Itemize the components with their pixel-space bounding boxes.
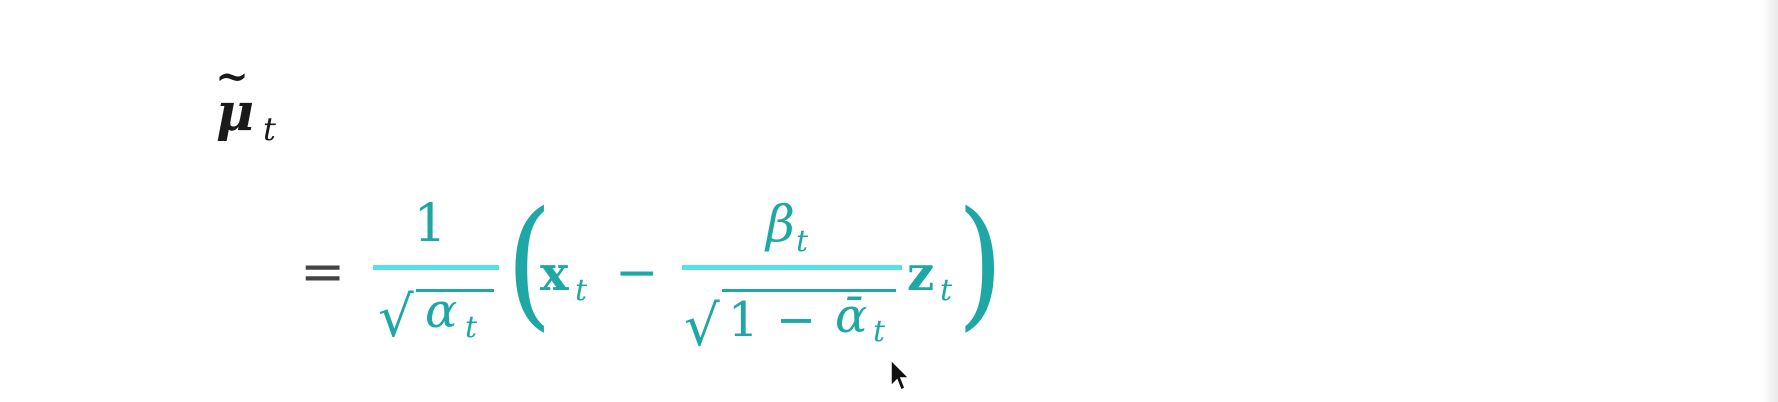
alpha-bar-subscript: t bbox=[873, 314, 886, 349]
lhs-mu-tilde: ~ μ t bbox=[215, 53, 276, 148]
minus-sign: − bbox=[615, 243, 659, 303]
inner-fraction-bar bbox=[682, 265, 902, 270]
factor-alpha: α bbox=[425, 283, 457, 339]
right-edge-shadow bbox=[1762, 0, 1778, 402]
factor-fraction: 1 √ α t bbox=[373, 194, 499, 350]
inner-minus: − bbox=[776, 292, 816, 348]
inner-radical-overline bbox=[722, 289, 896, 292]
x-subscript: t bbox=[575, 273, 588, 308]
factor-fraction-bar bbox=[373, 265, 499, 270]
open-paren: ( bbox=[506, 181, 552, 345]
alpha-bar-symbol: ᾱ bbox=[835, 288, 867, 344]
inner-fraction: β t √ 1 − ᾱ t bbox=[682, 195, 902, 359]
mouse-pointer-icon bbox=[890, 358, 911, 392]
inner-one: 1 bbox=[728, 292, 759, 348]
beta-subscript: t bbox=[796, 224, 809, 259]
factor-radical-overline bbox=[416, 289, 494, 292]
lhs-subscript: t bbox=[263, 110, 276, 148]
equals-sign: = bbox=[300, 240, 345, 303]
x-symbol: x bbox=[540, 246, 569, 302]
close-paren: ) bbox=[957, 181, 1003, 345]
lhs-mu: μ bbox=[216, 82, 254, 143]
lhs-tilde: ~ bbox=[215, 53, 249, 100]
z-symbol: z bbox=[907, 246, 934, 302]
inner-radical: √ bbox=[684, 294, 720, 359]
factor-numerator: 1 bbox=[413, 194, 446, 254]
factor-radical: √ bbox=[378, 285, 414, 350]
z-subscript: t bbox=[940, 273, 953, 308]
beta-symbol: β bbox=[764, 195, 795, 253]
factor-alpha-subscript: t bbox=[465, 310, 478, 345]
